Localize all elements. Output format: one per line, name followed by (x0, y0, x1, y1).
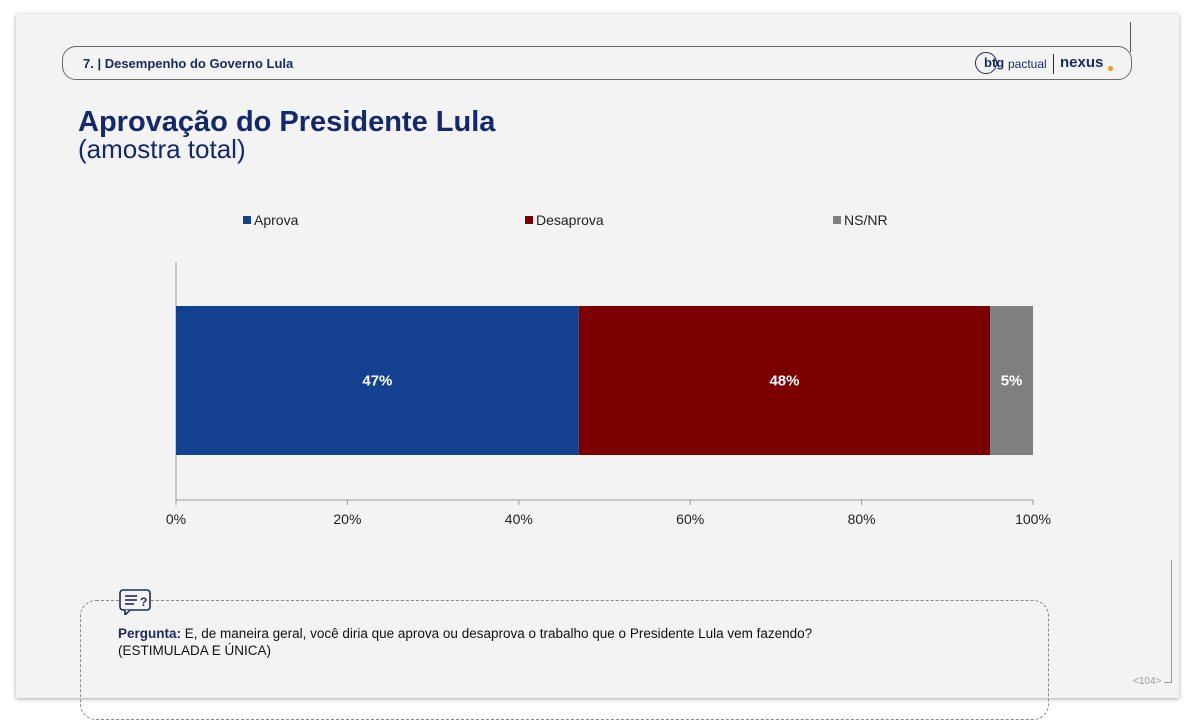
header-bar: 7. | Desempenho do Governo Lula btg pact… (62, 46, 1132, 80)
x-tick-label: 60% (676, 511, 704, 527)
x-tick-label: 20% (333, 511, 361, 527)
x-tick-label: 100% (1015, 511, 1051, 527)
page-title: Aprovação do Presidente Lula (78, 106, 496, 138)
logo-separator (1053, 54, 1054, 74)
legend-swatch (525, 216, 533, 224)
nexus-logo-dot (1108, 66, 1113, 71)
bar-data-label: 5% (1001, 373, 1023, 390)
decorative-line (1130, 22, 1131, 52)
question-text: Pergunta: E, de maneira geral, você diri… (118, 625, 1018, 659)
legend-label: NS/NR (844, 212, 888, 228)
legend-swatch (833, 216, 841, 224)
question-chat-icon: ? (119, 589, 151, 615)
bar-segment-0 (176, 306, 579, 455)
page-number-line (1171, 560, 1172, 682)
nexus-logo-text: nexus (1060, 54, 1104, 71)
bar-segment-2 (990, 306, 1033, 455)
x-tick-label: 40% (505, 511, 533, 527)
x-tick-label: 0% (166, 511, 186, 527)
legend-label: Aprova (254, 212, 299, 228)
question-note: (ESTIMULADA E ÚNICA) (118, 643, 272, 658)
x-tick-label: 80% (848, 511, 876, 527)
svg-text:?: ? (140, 595, 147, 609)
bar-data-label: 47% (362, 373, 392, 390)
chart-legend: Aprova Desaprova NS/NR (243, 212, 888, 228)
page-subtitle: (amostra total) (78, 134, 246, 164)
chart-bars: 47% 48% 5% (176, 306, 1033, 455)
legend-swatch (243, 216, 251, 224)
legend-label: Desaprova (536, 212, 604, 228)
question-box (80, 600, 1049, 720)
section-title: 7. | Desempenho do Governo Lula (83, 56, 294, 71)
bar-data-label: 48% (769, 373, 799, 390)
pactual-logo-text: pactual (1008, 57, 1047, 71)
question-label: Pergunta: (118, 626, 182, 641)
question-body: E, de maneira geral, você diria que apro… (184, 626, 813, 641)
chart-axes: 0% 20% 40% 60% 80% 100% (166, 262, 1051, 527)
page-number-tick (1164, 682, 1172, 683)
page-number: <104> (1133, 676, 1162, 687)
bar-segment-1 (578, 306, 991, 455)
btg-logo-text: btg (984, 55, 1005, 70)
btg-logo-icon (975, 52, 997, 74)
